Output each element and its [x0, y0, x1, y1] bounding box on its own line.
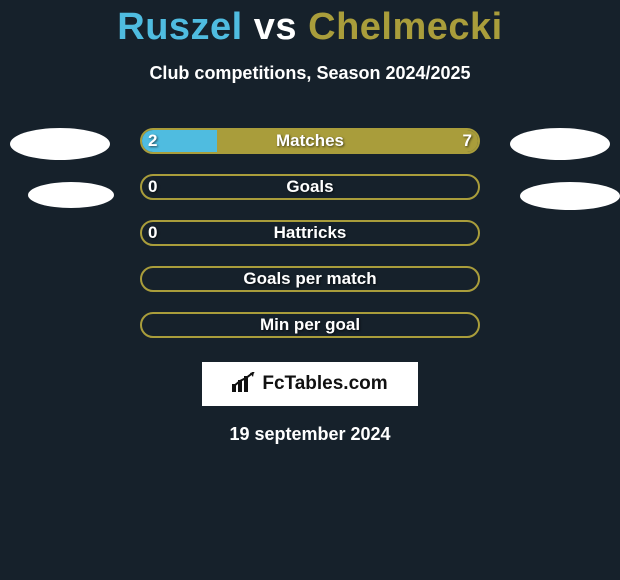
- stat-row: Matches27: [0, 128, 620, 154]
- brand-chart-icon: [232, 372, 256, 397]
- stats-rows-container: Matches27Goals0Hattricks0Goals per match…: [0, 128, 620, 338]
- stat-bar-track: [140, 174, 480, 200]
- brand-badge: FcTables.com: [202, 362, 418, 406]
- stat-bar-track: [140, 312, 480, 338]
- stat-value-player1: 2: [148, 128, 157, 154]
- stat-row: Goals per match: [0, 266, 620, 292]
- stat-row: Min per goal: [0, 312, 620, 338]
- stats-stage: Matches27Goals0Hattricks0Goals per match…: [0, 128, 620, 445]
- stat-bar-fill-player2: [217, 130, 478, 152]
- stat-value-player1: 0: [148, 174, 157, 200]
- stat-value-player2: 7: [463, 128, 472, 154]
- stat-row: Hattricks0: [0, 220, 620, 246]
- stat-bar-track: [140, 220, 480, 246]
- stat-bar-track: [140, 128, 480, 154]
- comparison-title: Ruszel vs Chelmecki: [0, 0, 620, 49]
- subtitle: Club competitions, Season 2024/2025: [0, 63, 620, 84]
- stat-row: Goals0: [0, 174, 620, 200]
- player2-name: Chelmecki: [308, 6, 503, 48]
- vs-separator: vs: [254, 6, 297, 48]
- brand-text: FcTables.com: [262, 362, 387, 406]
- player1-name: Ruszel: [117, 6, 242, 48]
- stat-bar-track: [140, 266, 480, 292]
- stat-value-player1: 0: [148, 220, 157, 246]
- date-label: 19 september 2024: [0, 424, 620, 445]
